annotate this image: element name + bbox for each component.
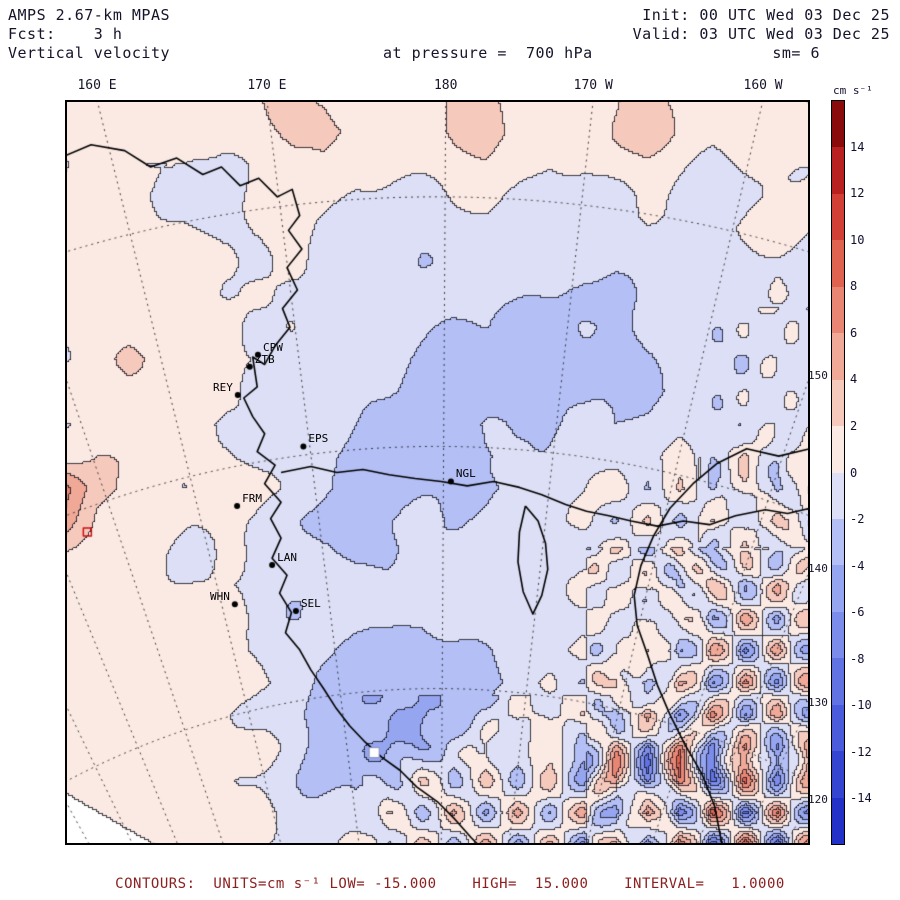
colorbar-tick-label: -4 bbox=[850, 558, 865, 573]
colorbar-tick-label: -6 bbox=[850, 605, 865, 620]
map-canvas bbox=[65, 100, 810, 845]
colorbar-tick-label: 10 bbox=[850, 232, 865, 247]
station-label-sel: SEL bbox=[300, 597, 321, 611]
station-label-eps: EPS bbox=[308, 432, 329, 446]
colorbar-cell bbox=[832, 147, 844, 194]
colorbar-cells bbox=[831, 100, 845, 845]
colorbar: cm s⁻¹ 14 12 10 8 6 4 2 0 -2 -4 -6 -8 -10 -12 -14 bbox=[831, 84, 895, 845]
forecast-hour: Fcst: 3 h bbox=[8, 25, 123, 43]
colorbar-cell bbox=[832, 565, 844, 612]
colorbar-cell bbox=[832, 704, 844, 752]
colorbar-cell bbox=[832, 472, 844, 519]
field-name: Vertical velocity bbox=[8, 44, 171, 62]
contour-info-caption: CONTOURS: UNITS=cm s⁻¹ LOW= -15.000 HIGH… bbox=[115, 876, 785, 892]
colorbar-tick-label: 4 bbox=[850, 372, 858, 387]
colorbar-units-label: cm s⁻¹ bbox=[833, 84, 873, 97]
top-axis: 160 E 170 E 180 170 W 160 W bbox=[65, 78, 810, 94]
colorbar-cell bbox=[832, 240, 844, 287]
station-label-frm: FRM bbox=[242, 492, 262, 506]
colorbar-cell bbox=[832, 797, 844, 844]
station-label-lan: LAN bbox=[277, 550, 297, 564]
top-axis-label: 160 E bbox=[77, 78, 117, 93]
colorbar-cell bbox=[832, 751, 844, 798]
smoothing-label: sm= 6 bbox=[772, 44, 820, 62]
map-area: CPW ZTB REY EPS NGL FRM LAN WHN SEL bbox=[65, 100, 810, 845]
colorbar-tick-label: 2 bbox=[850, 418, 858, 433]
colorbar-tick-label: 6 bbox=[850, 325, 858, 340]
top-axis-label: 170 W bbox=[573, 78, 613, 93]
pressure-level: at pressure = 700 hPa bbox=[383, 44, 593, 62]
colorbar-cell bbox=[832, 658, 844, 705]
station-label-ngl: NGL bbox=[455, 467, 476, 481]
station-layer: CPW ZTB REY EPS NGL FRM LAN WHN SEL bbox=[65, 100, 810, 845]
colorbar-cell bbox=[832, 333, 844, 380]
colorbar-cell bbox=[832, 286, 844, 334]
colorbar-cell bbox=[832, 193, 844, 241]
colorbar-tick-label: 0 bbox=[850, 465, 858, 480]
init-time: Init: 00 UTC Wed 03 Dec 25 bbox=[642, 6, 890, 24]
colorbar-tick-label: 12 bbox=[850, 186, 865, 201]
top-axis-label: 160 W bbox=[743, 78, 783, 93]
valid-time: Valid: 03 UTC Wed 03 Dec 25 bbox=[632, 25, 890, 43]
colorbar-tick-label: -2 bbox=[850, 512, 865, 527]
model-name: AMPS 2.67-km MPAS bbox=[8, 6, 171, 24]
colorbar-tick-label: -10 bbox=[850, 698, 872, 713]
colorbar-tick-label: -8 bbox=[850, 651, 865, 666]
colorbar-cell bbox=[832, 611, 844, 659]
station-label-rey: REY bbox=[212, 381, 233, 395]
colorbar-cell bbox=[832, 101, 844, 148]
station-label-ztb: ZTB bbox=[254, 352, 275, 366]
top-axis-label: 170 E bbox=[247, 78, 287, 93]
colorbar-tick-label: -14 bbox=[850, 791, 872, 806]
colorbar-tick-label: 14 bbox=[850, 139, 865, 154]
colorbar-cell bbox=[832, 426, 844, 473]
colorbar-cell bbox=[832, 518, 844, 566]
station-label-cpw: CPW bbox=[262, 340, 283, 354]
colorbar-cell bbox=[832, 379, 844, 427]
top-axis-label: 180 bbox=[433, 78, 458, 93]
station-label-whn: WHN bbox=[209, 590, 230, 604]
colorbar-tick-label: -12 bbox=[850, 744, 872, 759]
colorbar-tick-label: 8 bbox=[850, 279, 858, 294]
